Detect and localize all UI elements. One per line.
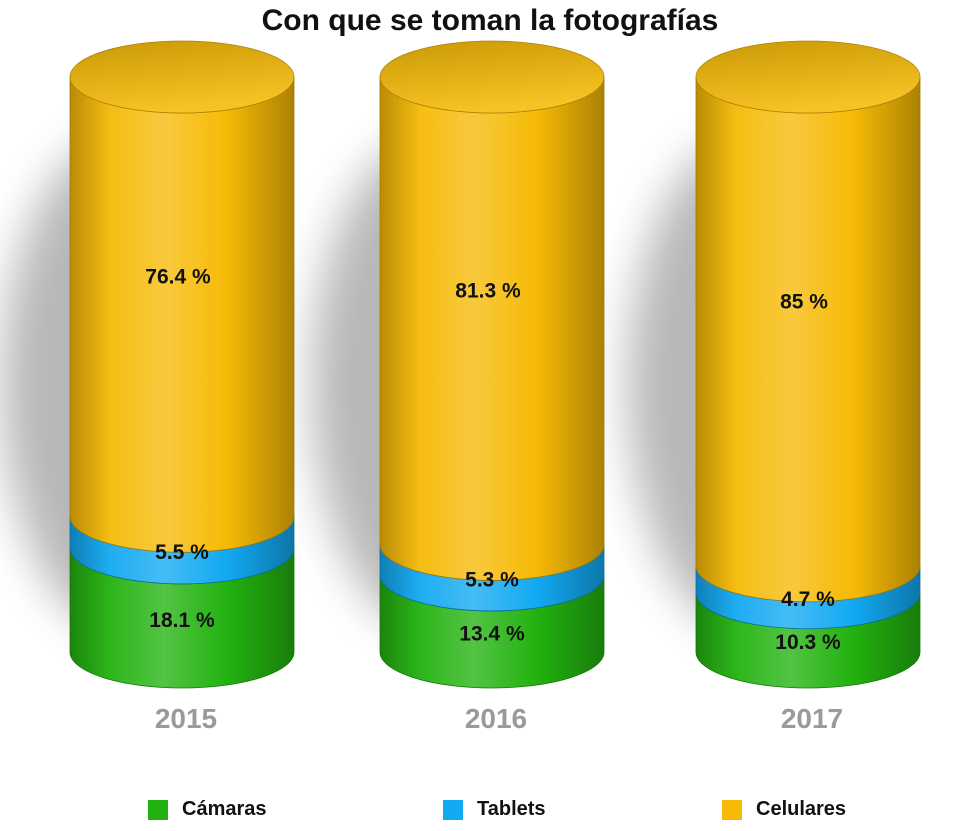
segment-celulares-2017	[695, 76, 921, 603]
data-label-tablets-2015: 5.5 %	[155, 541, 209, 564]
legend-item-camaras: Cámaras	[148, 798, 267, 821]
cylinder-top-2016	[379, 40, 605, 114]
legend-swatch-camaras	[148, 799, 168, 820]
segment-celulares-2015	[69, 76, 295, 553]
cylinder-2017: 10.3 % 4.7 % 85 %	[695, 40, 921, 689]
data-label-tablets-2017: 4.7 %	[781, 588, 835, 611]
legend-item-celulares: Celulares	[722, 798, 846, 821]
data-label-camaras-2017: 10.3 %	[775, 631, 841, 654]
data-label-camaras-2016: 13.4 %	[459, 622, 525, 645]
legend-swatch-celulares	[722, 799, 742, 820]
cylinder-2015: 18.1 % 5.5 % 76.4 %	[69, 40, 295, 689]
chart-title: Con que se toman la fotografías	[261, 4, 719, 37]
data-label-celulares-2015: 76.4 %	[145, 266, 211, 289]
chart-plot: 18.1 % 5.5 % 76.4 % 2015 13.4 % 5.3 % 81.3 % 20…	[2, 40, 921, 734]
cylinder-2016: 13.4 % 5.3 % 81.3 %	[379, 40, 605, 689]
legend-label-camaras: Cámaras	[182, 798, 267, 820]
data-label-celulares-2016: 81.3 %	[455, 280, 521, 303]
category-label-2017: 2017	[781, 703, 843, 734]
category-label-2016: 2016	[465, 703, 527, 734]
cylinder-top-2017	[695, 40, 921, 114]
legend-item-tablets: Tablets	[443, 798, 546, 821]
legend-label-celulares: Celulares	[756, 798, 847, 820]
data-label-camaras-2015: 18.1 %	[149, 609, 215, 632]
segment-celulares-2016	[379, 76, 605, 581]
category-label-2015: 2015	[155, 703, 217, 734]
legend: Cámaras Tablets Celulares	[0, 798, 980, 826]
legend-label-tablets: Tablets	[477, 798, 546, 820]
cylinder-top-2015	[69, 40, 295, 114]
data-label-celulares-2017: 85 %	[780, 290, 828, 313]
legend-swatch-tablets	[443, 799, 463, 820]
data-label-tablets-2016: 5.3 %	[465, 569, 519, 592]
